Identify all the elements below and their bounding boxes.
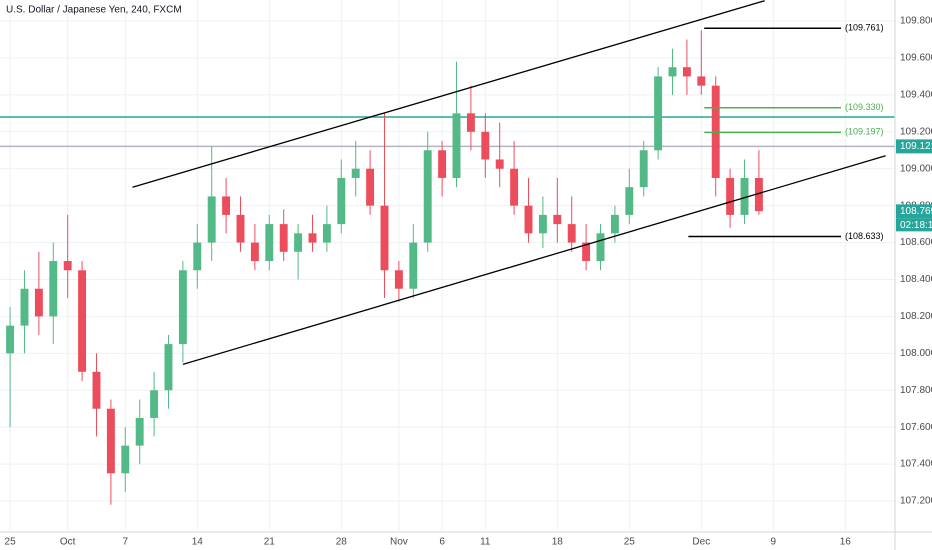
candle-body: [553, 214, 562, 225]
y-tick-label: 107.200: [900, 496, 932, 507]
candle-body: [265, 224, 274, 262]
candle-body: [510, 168, 519, 206]
candle-body: [34, 288, 43, 317]
x-tick-label: 25: [624, 537, 636, 548]
candle-body: [668, 67, 677, 77]
x-tick-label: 16: [840, 537, 852, 548]
candle-body: [135, 417, 144, 446]
price-badge: [896, 139, 932, 154]
candle-body: [337, 177, 346, 225]
candle-body: [121, 445, 130, 474]
candle-body: [63, 261, 72, 271]
candle-body: [394, 270, 403, 289]
candle-body: [697, 76, 706, 86]
candle-body: [495, 159, 504, 169]
chart-title: U.S. Dollar / Japanese Yen, 240, FXCM: [6, 5, 182, 16]
price-badge-label: 109.121: [900, 141, 932, 152]
candle-body: [481, 131, 490, 160]
candle-body: [726, 177, 735, 215]
candle-body: [106, 408, 115, 474]
candle-body: [538, 214, 547, 234]
level-label: (109.197): [845, 127, 884, 137]
y-tick-label: 109.200: [900, 126, 932, 137]
candle-body: [78, 270, 87, 372]
candle-body: [423, 150, 432, 243]
candle-body: [207, 196, 216, 243]
candle-body: [438, 150, 447, 178]
candle-body: [380, 205, 389, 271]
level-label: (109.330): [845, 102, 884, 112]
x-tick-label: Nov: [390, 537, 408, 548]
candle-body: [6, 325, 15, 354]
candle-body: [610, 214, 619, 234]
trend-line: [182, 155, 886, 366]
y-tick-label: 109.800: [900, 16, 932, 27]
candle-body: [164, 344, 173, 391]
y-tick-label: 109.000: [900, 163, 932, 174]
candle-body: [466, 113, 475, 132]
candle-body: [654, 76, 663, 151]
candle-body: [178, 270, 187, 345]
candle-body: [222, 196, 231, 215]
candle-body: [250, 242, 259, 262]
candle-body: [366, 168, 375, 206]
candle-body: [639, 150, 648, 188]
level-label: (109.761): [845, 23, 884, 33]
y-tick-label: 108.200: [900, 311, 932, 322]
countdown-label: 02:18:16: [900, 220, 932, 231]
x-tick-label: Dec: [692, 537, 710, 548]
x-tick-label: 7: [123, 537, 129, 548]
x-tick-label: 14: [192, 537, 204, 548]
x-tick-label: 11: [480, 537, 491, 548]
x-tick-label: Oct: [60, 537, 76, 548]
candle-body: [740, 177, 749, 215]
x-tick-label: 18: [552, 537, 564, 548]
candle-body: [409, 242, 418, 289]
countdown-badge: [896, 218, 932, 232]
candle-body: [625, 187, 634, 215]
plot: (109.761) (109.330) (109.197) (108.633): [0, 0, 895, 505]
candle-body: [567, 224, 576, 243]
candle-body: [524, 205, 533, 234]
y-tick-label: 109.600: [900, 53, 932, 64]
y-tick-label: 108.400: [900, 274, 932, 285]
x-tick-label: 9: [771, 537, 777, 548]
candle-body: [193, 242, 202, 271]
axes: 107.200 107.400 107.600 107.800 108.000 108.2…: [5, 16, 932, 548]
candle-body: [294, 233, 303, 252]
candle-body: [49, 261, 58, 317]
candle-body: [20, 288, 29, 326]
candle-body: [754, 177, 763, 212]
x-tick-label: 21: [264, 537, 276, 548]
candle-body: [308, 233, 317, 243]
y-tick-label: 107.400: [900, 459, 932, 470]
candle-body: [582, 242, 591, 262]
y-tick-label: 107.600: [900, 422, 932, 433]
y-tick-label: 108.600: [900, 237, 932, 248]
level-label: (108.633): [845, 231, 884, 241]
y-tick-label: 108.000: [900, 348, 932, 359]
candle-body: [682, 67, 691, 77]
y-tick-label: 109.400: [900, 90, 932, 101]
x-tick-label: 25: [5, 537, 17, 548]
candle-body: [236, 214, 245, 243]
candle-body: [92, 371, 101, 409]
candle-body: [596, 233, 605, 262]
price-badge: [896, 204, 932, 219]
candle-body: [351, 168, 360, 178]
y-tick-label: 107.800: [900, 385, 932, 396]
x-tick-label: 6: [439, 537, 445, 548]
candle-body: [150, 390, 159, 418]
price-badge-label: 108.769: [900, 206, 932, 217]
trend-line: [132, 0, 765, 188]
candle-body: [452, 113, 461, 178]
x-tick-label: 28: [336, 537, 348, 548]
candle-body: [322, 224, 331, 243]
candle-body: [279, 224, 288, 252]
